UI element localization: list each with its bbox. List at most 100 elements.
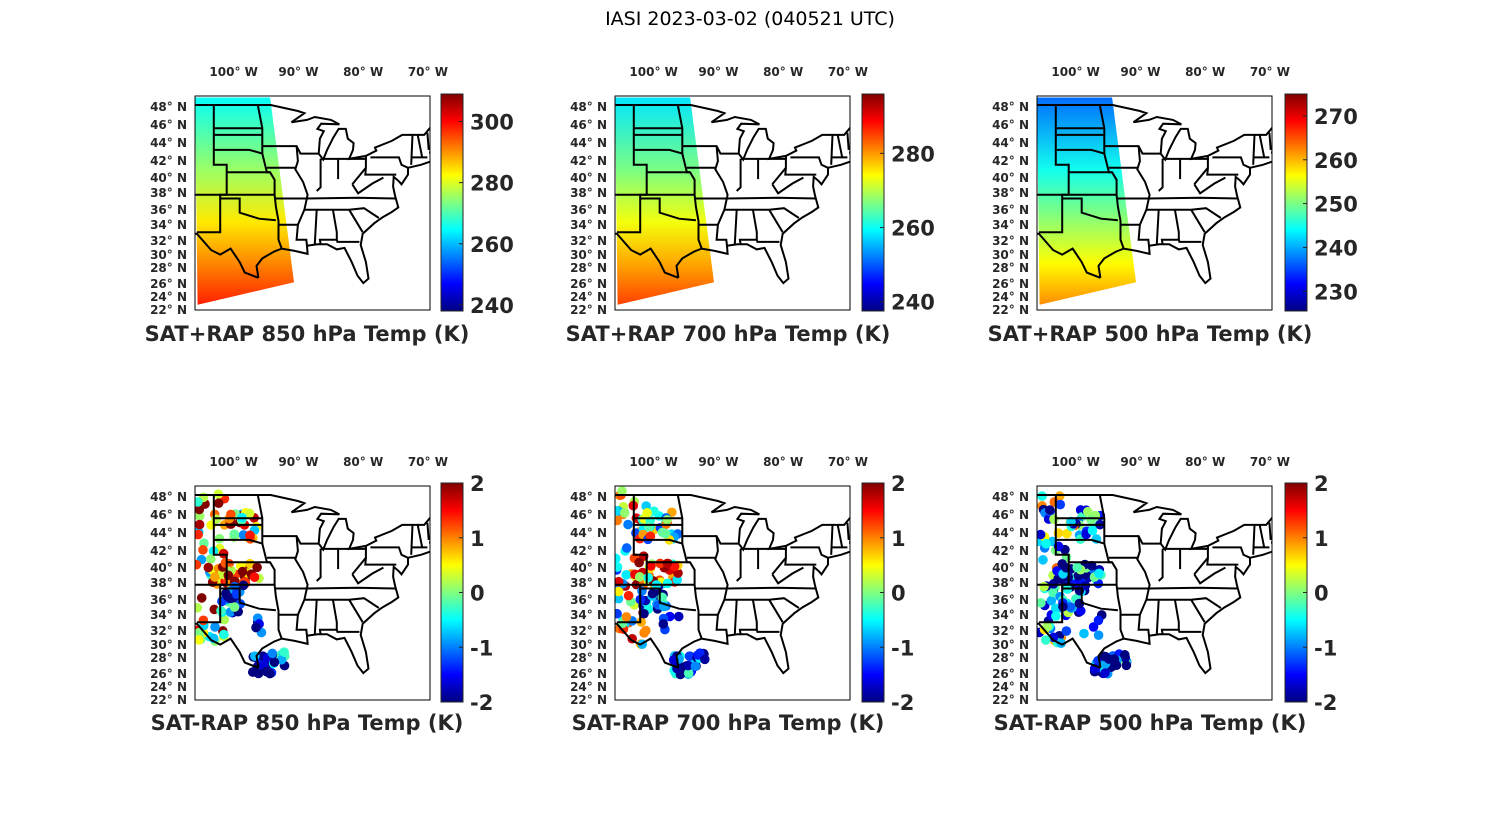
state-boundary: [1268, 522, 1272, 540]
state-boundary: [616, 495, 648, 624]
state-boundary: [768, 209, 784, 233]
difference-point: [195, 559, 202, 570]
state-boundary: [1212, 156, 1251, 169]
border-line: [1037, 232, 1101, 279]
state-boundary: [1268, 132, 1272, 150]
colorbar-tick-label: 0: [1314, 582, 1329, 606]
state-boundary: [351, 176, 384, 195]
lat-tick-label: 42° N: [992, 544, 1029, 558]
difference-point: [195, 602, 203, 613]
state-boundary: [768, 599, 784, 623]
colorbar-tick-label: 2: [470, 472, 485, 496]
state-boundary: [1252, 524, 1256, 555]
difference-point: [615, 586, 624, 597]
state-boundary: [640, 197, 696, 222]
state-boundary: [1068, 171, 1125, 249]
panel-title: SAT-RAP 700 hPa Temp (K): [572, 711, 885, 735]
state-boundary: [771, 566, 804, 585]
state-boundary: [364, 547, 397, 566]
lat-tick-label: 30° N: [992, 638, 1029, 652]
difference-point: [615, 553, 621, 564]
difference-point: [639, 608, 649, 619]
lat-tick-label: 26° N: [150, 277, 187, 291]
lat-tick-label: 38° N: [570, 186, 607, 200]
lat-tick-label: 28° N: [150, 261, 187, 275]
difference-point: [211, 514, 221, 525]
colorbar-tick-label: 0: [470, 582, 485, 606]
state-boundary: [733, 209, 738, 245]
state-boundary: [790, 156, 829, 169]
lat-tick-label: 22° N: [570, 303, 607, 317]
difference-point: [226, 509, 236, 520]
map-body: [195, 97, 430, 305]
difference-point: [683, 668, 694, 678]
difference-point: [223, 570, 234, 581]
lat-tick-label: 24° N: [570, 680, 607, 694]
difference-point: [198, 615, 209, 626]
state-boundary: [426, 132, 430, 150]
lat-tick-label: 38° N: [150, 186, 187, 200]
lon-tick-label: 80° W: [1185, 455, 1225, 469]
state-boundary: [220, 197, 276, 222]
difference-point: [222, 591, 233, 602]
lat-tick-label: 26° N: [150, 667, 187, 681]
difference-point: [1079, 628, 1089, 639]
lon-tick-label: 100° W: [629, 455, 677, 469]
colorbar-tick-label: 2: [891, 472, 906, 496]
difference-point: [195, 635, 204, 645]
state-boundary: [1258, 134, 1266, 158]
difference-point: [617, 486, 627, 496]
difference-point: [641, 625, 651, 636]
lon-tick-label: 70° W: [408, 65, 448, 79]
difference-point: [662, 578, 673, 589]
lon-tick-label: 100° W: [1051, 65, 1099, 79]
state-boundary: [771, 167, 787, 185]
difference-point: [247, 667, 258, 677]
colorbar: [861, 93, 885, 312]
colorbar-tick-label: 1: [1314, 527, 1329, 551]
difference-point: [1074, 585, 1085, 596]
difference-point: [621, 612, 632, 622]
lat-tick-label: 38° N: [570, 576, 607, 590]
difference-point: [1041, 538, 1051, 549]
difference-point: [195, 504, 205, 515]
difference-point: [1076, 606, 1086, 616]
difference-point: [623, 519, 633, 530]
colorbar-tick-label: -2: [470, 691, 493, 715]
lat-tick-label: 36° N: [150, 203, 187, 217]
difference-point: [206, 554, 216, 564]
lon-tick-label: 90° W: [278, 65, 318, 79]
lat-tick-label: 22° N: [992, 693, 1029, 707]
lat-tick-label: 26° N: [570, 277, 607, 291]
state-boundary: [790, 546, 829, 559]
colorbar-tick-label: 2: [1314, 472, 1329, 496]
state-boundary: [262, 535, 319, 545]
state-boundary: [1155, 599, 1160, 635]
difference-point: [210, 622, 220, 632]
state-boundary: [335, 239, 360, 243]
lat-tick-label: 34° N: [150, 218, 187, 232]
state-boundary: [274, 196, 396, 200]
colorbar-tick-label: 260: [891, 217, 935, 241]
map-body: [615, 97, 850, 305]
lat-tick-label: 24° N: [570, 290, 607, 304]
map-panel: 100° W 90° W 80° W 70° W 48° N 46° N 44° N 42° …: [992, 455, 1337, 735]
state-boundary: [771, 176, 804, 195]
difference-point: [1119, 650, 1130, 660]
difference-point: [673, 611, 684, 622]
colorbar-tick-label: 0: [891, 582, 906, 606]
state-boundary: [226, 171, 283, 249]
difference-point: [646, 561, 656, 571]
difference-point: [636, 617, 647, 627]
lat-tick-label: 44° N: [570, 526, 607, 540]
state-boundary: [351, 566, 384, 585]
difference-point: [1037, 529, 1046, 540]
lat-tick-label: 26° N: [992, 667, 1029, 681]
state-boundary: [335, 629, 360, 633]
difference-point: [662, 558, 673, 569]
colorbar-tick-label: -2: [891, 691, 914, 715]
state-boundary: [714, 146, 729, 246]
border-line: [195, 232, 259, 279]
state-boundary: [370, 546, 409, 559]
difference-point: [1065, 602, 1076, 612]
